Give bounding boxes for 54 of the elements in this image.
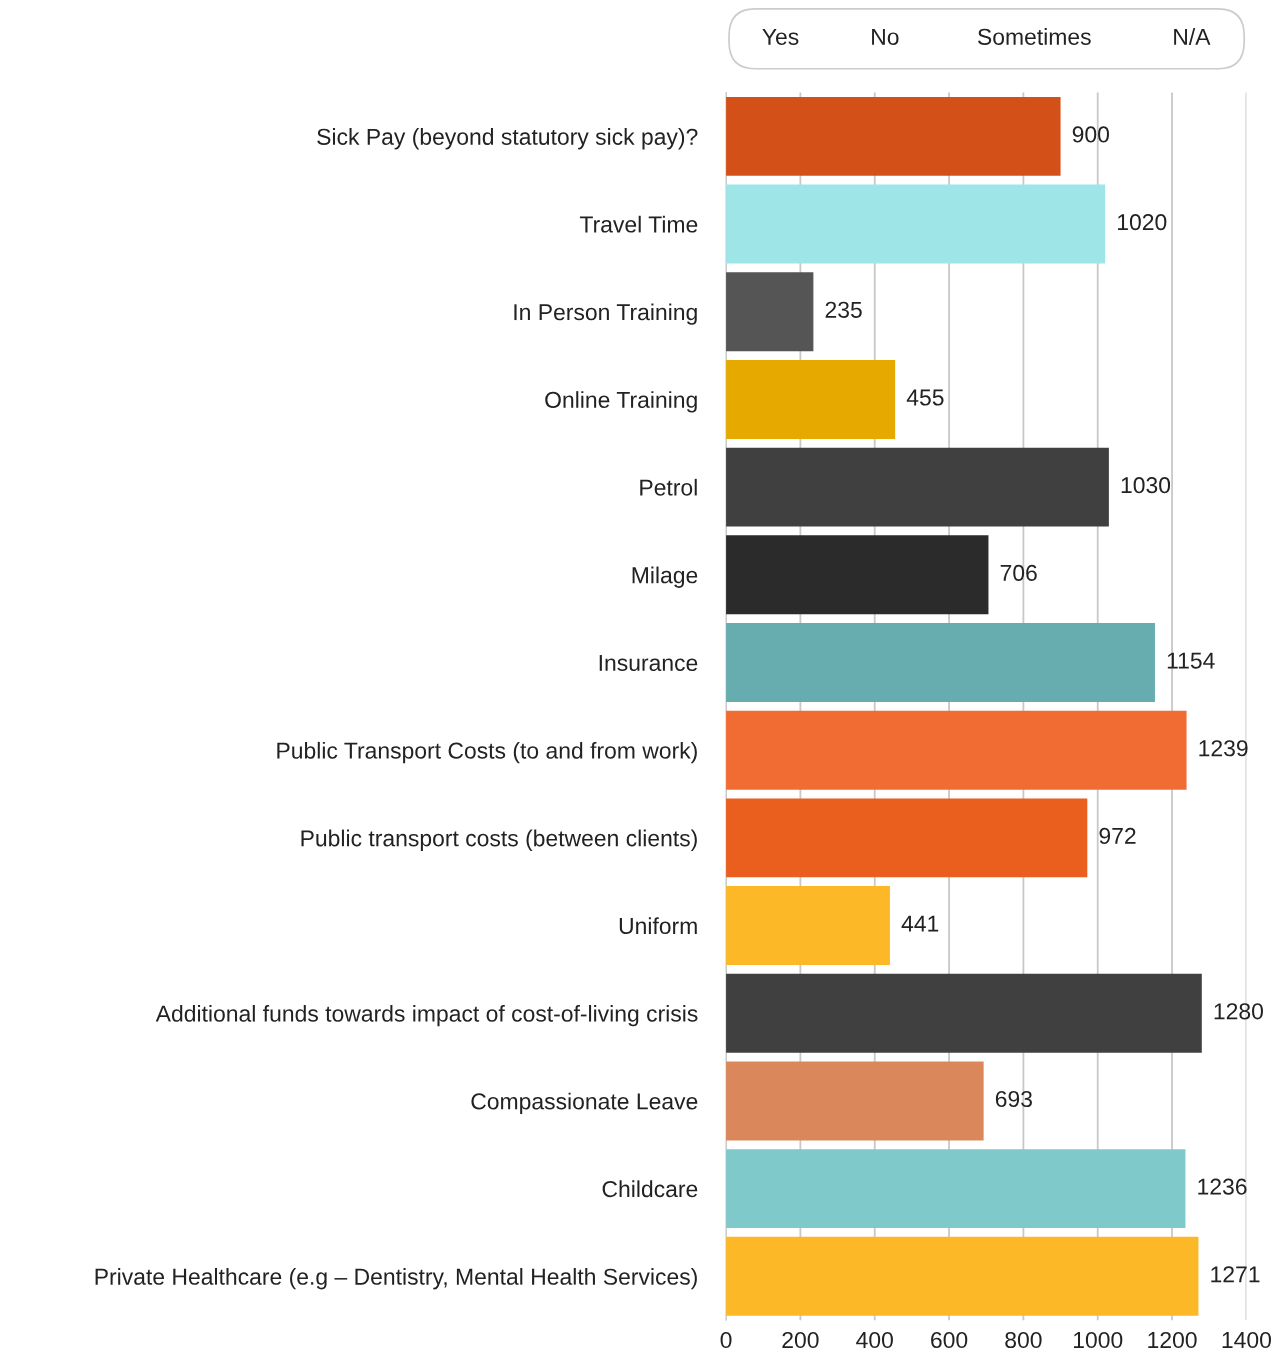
x-tick-label: 1400 (1222, 1331, 1271, 1349)
data-label: 706 (1000, 564, 1037, 581)
bar (726, 535, 989, 615)
x-tick-label: 600 (931, 1331, 968, 1349)
text: Yes (762, 28, 799, 45)
y-tick-label: Online Training (545, 391, 697, 413)
y-tick-label: Private Healthcare (e.g – Dentistry, Mental Health Services) (95, 1268, 697, 1290)
data-label: 972 (1099, 827, 1136, 845)
data-label: 1239 (1199, 740, 1248, 757)
x-tick-label: 800 (1005, 1331, 1042, 1349)
data-label: 1154 (1167, 652, 1215, 669)
data-label: 1030 (1121, 477, 1171, 494)
x-tick-label: 400 (856, 1331, 893, 1349)
bar (726, 973, 1202, 1053)
y-tick-label: In Person Training (514, 303, 697, 325)
bar (726, 1149, 1186, 1229)
bar (726, 710, 1187, 790)
bar (726, 447, 1109, 527)
data-label: 441 (901, 915, 939, 932)
y-tick-label: Milage (632, 566, 698, 588)
data-label: 1020 (1118, 214, 1167, 231)
x-tick-label: 1200 (1148, 1331, 1197, 1349)
y-tick-label: Sick Pay (beyond statutory sick pay)? (317, 128, 698, 150)
y-tick-label: Insurance (599, 655, 698, 672)
data-label: 1236 (1198, 1178, 1247, 1195)
y-tick-label: Childcare (602, 1180, 698, 1198)
y-tick-label: Additional funds towards impact of cost-of-living crisis (155, 1004, 698, 1027)
x-tick-label: 1000 (1073, 1331, 1123, 1349)
y-tick-label: Public Transport Costs (to and from work) (277, 741, 697, 764)
data-label: 235 (825, 301, 862, 318)
y-tick-label: Uniform (619, 917, 697, 935)
data-label: 693 (995, 1090, 1032, 1108)
bar (726, 359, 896, 439)
bar (726, 1061, 984, 1141)
bar (726, 623, 1155, 702)
x-tick-label: 200 (782, 1331, 819, 1349)
bar (726, 272, 814, 352)
data-label: 1280 (1214, 1003, 1263, 1020)
bar (726, 886, 890, 966)
bar (726, 1236, 1199, 1316)
bar (726, 798, 1088, 878)
bar (726, 96, 1061, 176)
x-tick-label: 0 (720, 1331, 732, 1349)
data-label: 900 (1072, 126, 1110, 143)
text: N/A (1174, 28, 1211, 45)
data-label: 1271 (1211, 1266, 1260, 1283)
data-label: 455 (906, 389, 944, 406)
y-tick-label: Travel Time (579, 215, 698, 233)
text: Sometimes (978, 28, 1091, 45)
text: No (872, 28, 899, 45)
y-tick-label: Compassionate Leave (471, 1092, 698, 1115)
y-tick-label: Petrol (640, 478, 697, 496)
bar (726, 184, 1106, 264)
y-tick-label: Public transport costs (between clients) (301, 829, 697, 851)
